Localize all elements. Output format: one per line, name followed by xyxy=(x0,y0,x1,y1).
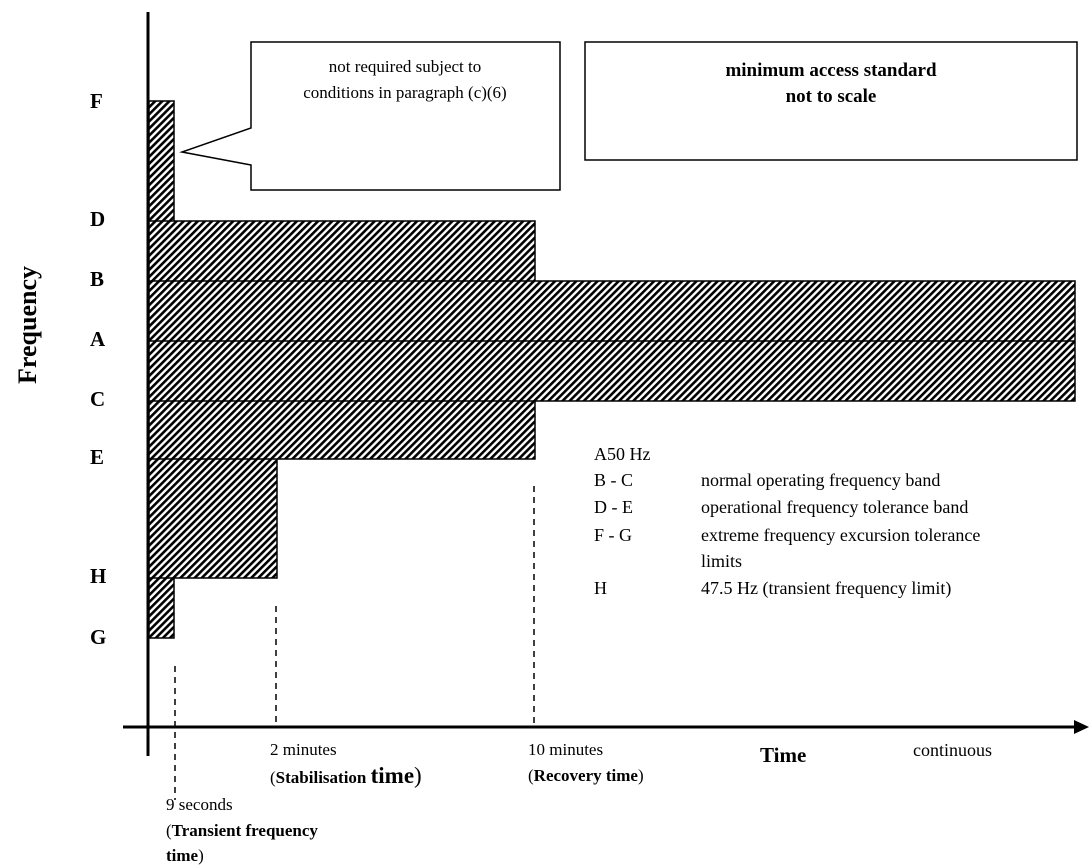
legend-a-line: A50 Hz xyxy=(594,444,651,464)
level-label-f: F xyxy=(90,89,103,113)
level-label-a: A xyxy=(90,327,106,351)
callout-line-1: not required subject to xyxy=(329,57,482,76)
time-label-9s-line-3: time) xyxy=(166,846,204,865)
legend-desc-h: 47.5 Hz (transient frequency limit) xyxy=(701,578,951,599)
time-label-9s-line-1: 9 seconds xyxy=(166,795,233,814)
time-label-10min-line-1: 10 minutes xyxy=(528,740,603,759)
legend-key-h: H xyxy=(594,578,607,598)
legend-key-f-g: F - G xyxy=(594,525,632,545)
level-label-b: B xyxy=(90,267,104,291)
level-label-d: D xyxy=(90,207,105,231)
note-line-2: not to scale xyxy=(786,86,877,107)
note-box xyxy=(584,41,1078,161)
level-label-c: C xyxy=(90,387,105,411)
legend-desc-d-e: operational frequency tolerance band xyxy=(701,497,968,517)
time-label-10min: 10 minutes (Recovery time) xyxy=(528,740,644,785)
level-label-e: E xyxy=(90,445,104,469)
legend: A50 Hz B - C normal operating frequency … xyxy=(594,444,980,599)
time-label-2min: 2 minutes (Stabilisation time) xyxy=(270,740,422,788)
level-label-g: G xyxy=(90,625,106,649)
note-line-1: minimum access standard xyxy=(725,60,937,81)
time-label-continuous: continuous xyxy=(913,740,992,760)
legend-key-b-c: B - C xyxy=(594,470,633,490)
legend-desc-b-c: normal operating frequency band xyxy=(701,470,940,490)
legend-desc-f-g: extreme frequency excursion tolerance xyxy=(701,525,980,545)
frequency-level-labels: F D B A C E H G xyxy=(90,89,106,649)
level-label-h: H xyxy=(90,564,106,588)
callout-box xyxy=(179,41,561,191)
x-axis-arrowhead xyxy=(1074,720,1089,734)
x-axis-label: Time xyxy=(760,743,806,767)
callout-line-2: conditions in paragraph (c)(6) xyxy=(303,83,506,102)
y-axis-label: Frequency xyxy=(13,266,42,384)
band-h-2min xyxy=(148,457,278,579)
time-label-9s-line-2: (Transient frequency xyxy=(166,821,318,840)
time-label-2min-line-2: (Stabilisation time) xyxy=(270,763,422,788)
time-label-9s: 9 seconds (Transient frequency time) xyxy=(166,795,318,865)
legend-desc-f-g-line-2: limits xyxy=(701,551,742,571)
time-label-10min-line-2: (Recovery time) xyxy=(528,766,644,785)
legend-key-d-e: D - E xyxy=(594,497,633,517)
time-label-2min-line-1: 2 minutes xyxy=(270,740,337,759)
